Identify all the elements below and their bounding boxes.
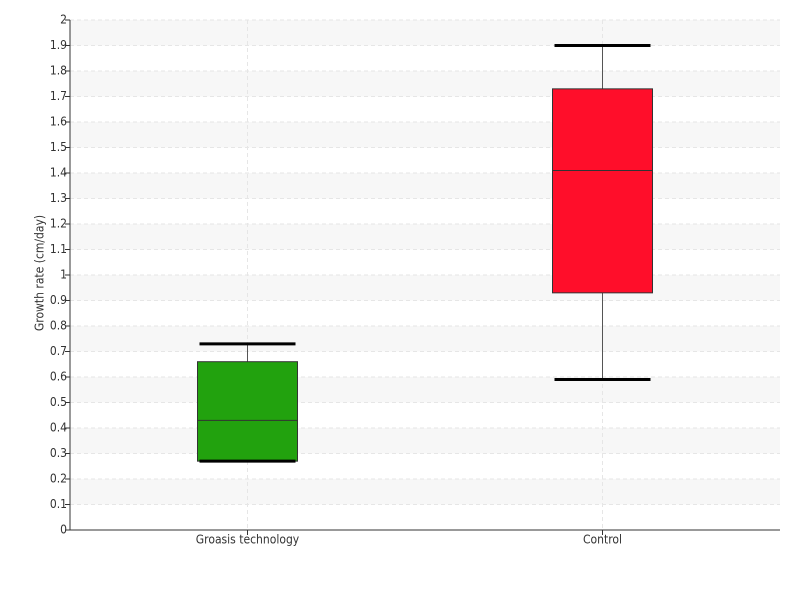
y-tick-label: 0.9	[50, 293, 67, 307]
y-tick-label: 1.6	[50, 115, 67, 129]
y-tick-label: 1.3	[50, 191, 67, 205]
x-tick-label: Control	[583, 533, 622, 547]
y-tick-label: 1.1	[50, 242, 67, 256]
y-tick-label: 0.3	[50, 446, 67, 460]
y-tick-label: 1.4	[50, 166, 67, 180]
y-tick-label: 0.7	[50, 344, 67, 358]
grid-band	[70, 326, 780, 352]
y-axis-label: Growth rate (cm/day)	[33, 215, 47, 331]
grid-band	[70, 122, 780, 148]
grid-band	[70, 173, 780, 199]
y-tick-label: 0.1	[50, 497, 67, 511]
grid-band	[70, 428, 780, 454]
y-tick-label: 2	[60, 13, 67, 27]
grid-band	[70, 377, 780, 403]
grid-band	[70, 71, 780, 97]
y-tick-label: 0.6	[50, 370, 67, 384]
grid-band	[70, 20, 780, 46]
grid-band	[70, 479, 780, 505]
y-tick-label: 0.4	[50, 421, 67, 435]
y-tick-label: 1.9	[50, 38, 67, 52]
y-tick-label: 0.8	[50, 319, 67, 333]
y-tick-label: 1	[60, 268, 67, 282]
y-tick-label: 0	[60, 523, 67, 537]
y-tick-label: 1.7	[50, 89, 67, 103]
x-tick-label: Groasis technology	[196, 533, 300, 547]
box	[197, 361, 298, 462]
y-tick-label: 1.5	[50, 140, 67, 154]
y-tick-label: 1.2	[50, 217, 67, 231]
box	[552, 88, 653, 294]
grid-band	[70, 275, 780, 301]
y-tick-label: 0.2	[50, 472, 67, 486]
y-tick-label: 1.8	[50, 64, 67, 78]
y-tick-label: 0.5	[50, 395, 67, 409]
grid-band	[70, 224, 780, 250]
